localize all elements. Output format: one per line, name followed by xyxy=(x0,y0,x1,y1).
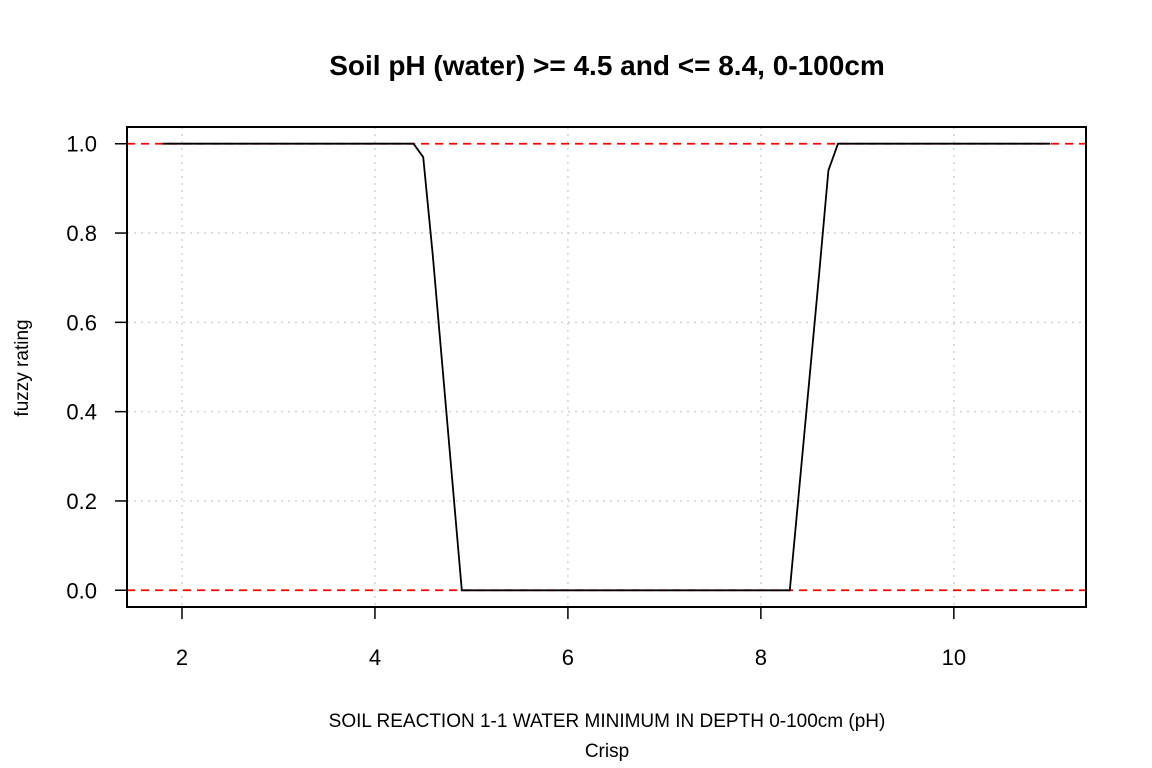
y-axis: 0.0 0.2 0.4 0.6 0.8 1.0 xyxy=(66,132,128,603)
x-tick-label: 8 xyxy=(755,645,767,670)
y-tick-label: 0.8 xyxy=(66,221,97,246)
x-axis-sublabel: Crisp xyxy=(585,741,629,762)
y-tick-label: 0.4 xyxy=(66,400,97,425)
y-tick-label: 0.6 xyxy=(66,310,97,335)
x-tick-label: 4 xyxy=(369,645,381,670)
y-tick-label: 0.2 xyxy=(66,489,97,514)
plot-frame xyxy=(126,126,1087,608)
x-axis-label: SOIL REACTION 1-1 WATER MINIMUM IN DEPTH… xyxy=(329,711,886,732)
series-line xyxy=(162,142,1051,592)
y-tick-label: 0.0 xyxy=(66,578,97,603)
reference-lines xyxy=(127,142,1086,592)
y-tick-label: 1.0 xyxy=(66,132,97,157)
grid xyxy=(127,127,1086,607)
x-tick-label: 2 xyxy=(176,645,188,670)
y-axis-label: fuzzy rating xyxy=(12,319,33,416)
series xyxy=(162,142,1051,592)
x-tick-label: 6 xyxy=(562,645,574,670)
x-axis: 2 4 6 8 10 xyxy=(176,606,966,670)
x-tick-label: 10 xyxy=(942,645,966,670)
chart-title: Soil pH (water) >= 4.5 and <= 8.4, 0-100… xyxy=(329,50,885,81)
